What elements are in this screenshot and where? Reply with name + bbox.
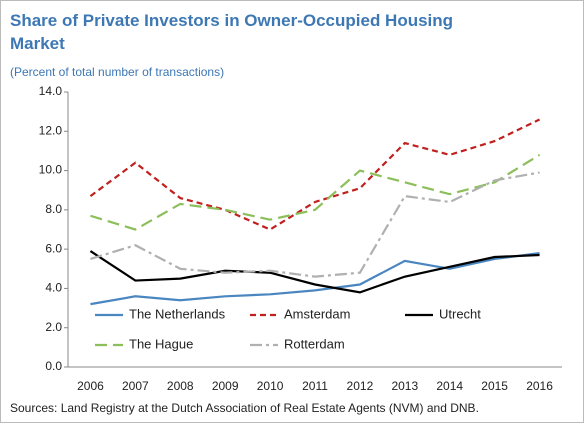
series-line — [90, 251, 540, 306]
x-tick-label: 2013 — [391, 379, 418, 393]
y-tick-label: 2.0 — [45, 320, 62, 334]
source-note: Sources: Land Registry at the Dutch Asso… — [10, 401, 479, 415]
legend-label: Amsterdam — [284, 306, 350, 321]
x-tick-label: 2007 — [122, 379, 149, 393]
x-tick-label: 2010 — [257, 379, 284, 393]
y-tick-label: 4.0 — [45, 281, 62, 295]
series-line — [90, 171, 540, 278]
x-tick-label: 2015 — [481, 379, 508, 393]
y-tick-label: 8.0 — [45, 202, 62, 216]
series-line — [90, 153, 541, 231]
y-tick-label: 10.0 — [39, 163, 63, 177]
x-tick-label: 2016 — [526, 379, 553, 393]
y-tick-label: 14.0 — [39, 84, 63, 98]
x-tick-label: 2011 — [302, 379, 328, 393]
x-tick-label: 2008 — [167, 379, 194, 393]
chart-title: Share of Private Investors in Owner-Occu… — [10, 11, 453, 53]
series-line — [89, 118, 541, 231]
chart-subtitle: (Percent of total number of transactions… — [10, 65, 224, 79]
x-tick-label: 2009 — [212, 379, 239, 393]
legend-label: The Netherlands — [129, 306, 226, 321]
y-tick-label: 12.0 — [39, 123, 63, 137]
y-tick-label: 6.0 — [45, 241, 62, 255]
x-tick-label: 2014 — [436, 379, 463, 393]
series-line — [89, 250, 540, 294]
x-tick-label: 2006 — [77, 379, 104, 393]
x-tick-label: 2012 — [347, 379, 374, 393]
y-tick-label: 0.0 — [45, 359, 62, 373]
legend-label: Rotterdam — [284, 336, 345, 351]
legend-label: Utrecht — [439, 306, 481, 321]
legend-label: The Hague — [129, 336, 193, 351]
